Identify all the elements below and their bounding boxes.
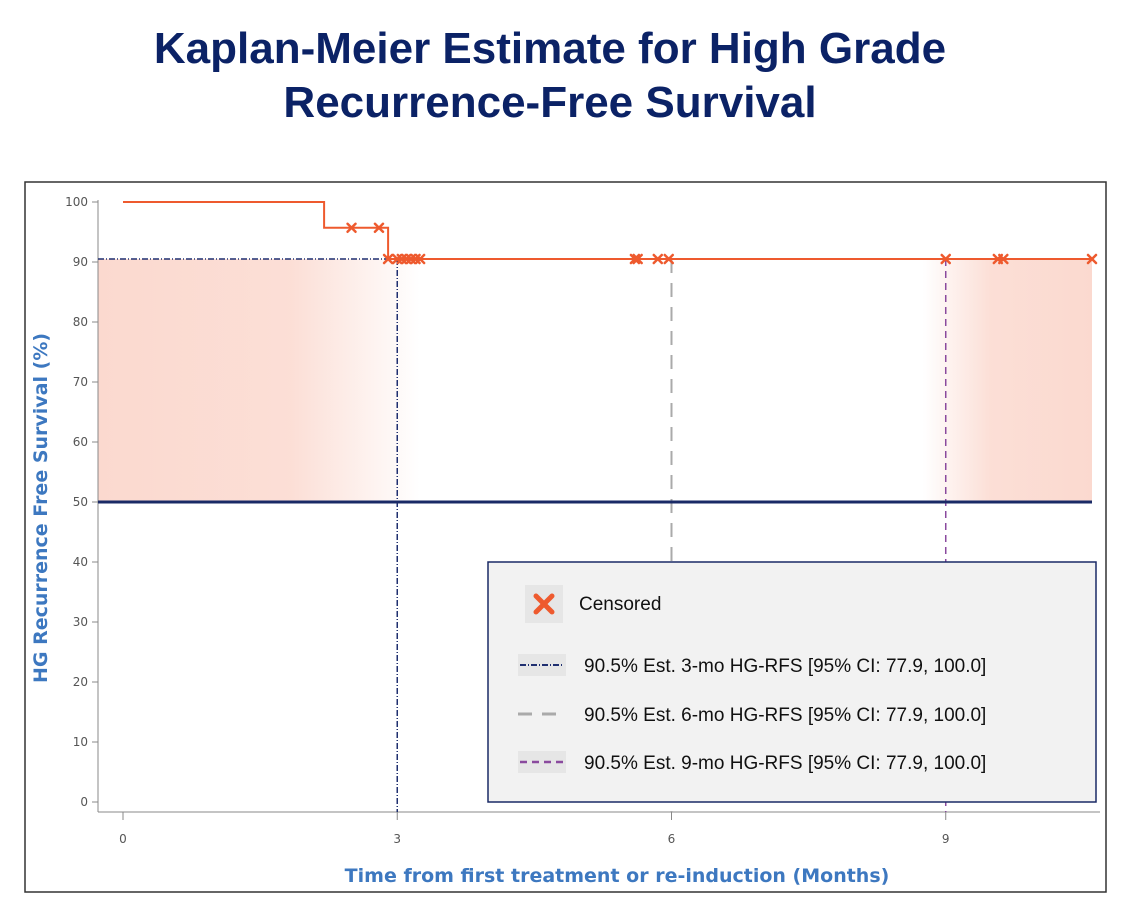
censor-mark xyxy=(940,253,951,265)
censor-mark xyxy=(629,253,641,265)
legend-item-3mo: 90.5% Est. 3-mo HG-RFS [95% CI: 77.9, 10… xyxy=(518,654,986,677)
censor-mark xyxy=(663,253,674,265)
x-tick-label: 0 xyxy=(119,832,127,846)
km-curve xyxy=(123,201,1092,260)
censor-mark xyxy=(998,253,1009,265)
shaded-band-left xyxy=(98,259,421,502)
legend: Censored 90.5% Est. 3-mo HG-RFS [95% CI:… xyxy=(487,561,1097,803)
chart-title: Kaplan-Meier Estimate for High Grade Rec… xyxy=(0,22,1100,130)
censor-mark xyxy=(632,253,643,265)
censor-mark xyxy=(1086,253,1098,265)
y-tick-label: 100 xyxy=(65,195,88,209)
legend-item-9mo: 90.5% Est. 9-mo HG-RFS [95% CI: 77.9, 10… xyxy=(518,751,986,774)
censor-mark xyxy=(346,222,357,234)
chart-title-line-2: Recurrence-Free Survival xyxy=(283,78,817,127)
legend-item-censored: Censored xyxy=(525,585,661,623)
y-tick-label: 90 xyxy=(73,255,88,269)
chart-title-line-1: Kaplan-Meier Estimate for High Grade xyxy=(153,24,947,73)
y-tick-label: 0 xyxy=(80,795,88,809)
y-tick-label: 10 xyxy=(73,735,88,749)
legend-6mo-label: 90.5% Est. 6-mo HG-RFS [95% CI: 77.9, 10… xyxy=(584,705,986,726)
censor-mark xyxy=(373,222,385,234)
legend-censored-label: Censored xyxy=(579,594,661,615)
y-tick-label: 80 xyxy=(73,315,88,329)
legend-9mo-swatch xyxy=(518,751,566,773)
x-tick-label: 3 xyxy=(393,832,401,846)
x-axis-label: Time from first treatment or re-inductio… xyxy=(345,865,890,887)
x-tick-label: 6 xyxy=(668,832,676,846)
legend-9mo-label: 90.5% Est. 9-mo HG-RFS [95% CI: 77.9, 10… xyxy=(584,753,986,774)
censor-mark xyxy=(414,253,426,265)
legend-3mo-label: 90.5% Est. 3-mo HG-RFS [95% CI: 77.9, 10… xyxy=(584,656,986,677)
legend-box xyxy=(487,561,1097,803)
x-tick-label: 9 xyxy=(942,832,950,846)
km-step-line xyxy=(123,201,1092,260)
shaded-band-right xyxy=(922,259,1092,502)
axes: 0 10 20 30 40 50 60 70 80 90 100 0 3 6 9 xyxy=(65,195,1100,846)
y-tick-label: 70 xyxy=(73,375,88,389)
y-axis-label: HG Recurrence Free Survival (%) xyxy=(30,333,52,683)
y-tick-label: 30 xyxy=(73,615,88,629)
legend-item-6mo: 90.5% Est. 6-mo HG-RFS [95% CI: 77.9, 10… xyxy=(518,705,986,726)
y-tick-label: 60 xyxy=(73,435,88,449)
y-tick-label: 50 xyxy=(73,495,88,509)
censor-mark xyxy=(652,253,664,265)
censor-marks xyxy=(346,222,1098,265)
y-tick-label: 40 xyxy=(73,555,88,569)
y-tick-label: 20 xyxy=(73,675,88,689)
censor-mark xyxy=(382,253,394,265)
censored-icon xyxy=(533,593,555,615)
